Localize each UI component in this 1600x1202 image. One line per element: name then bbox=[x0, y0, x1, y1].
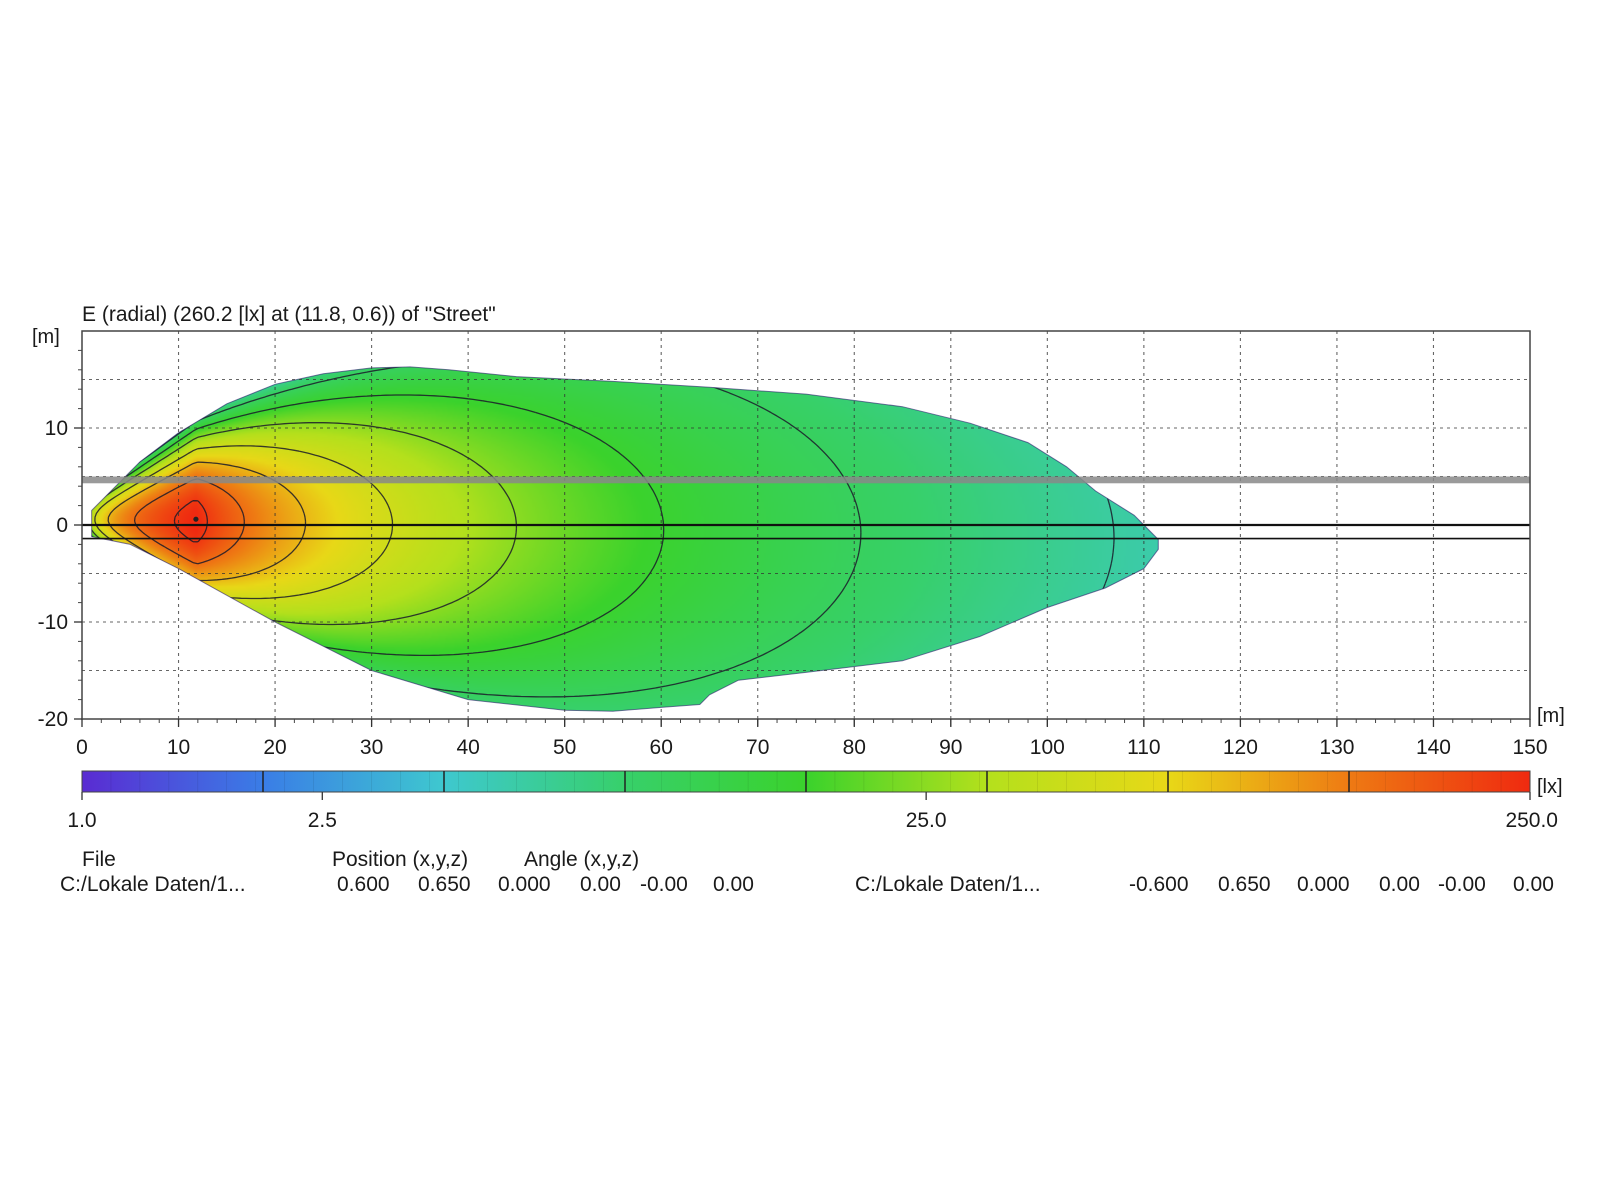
x-tick-label: 50 bbox=[553, 736, 576, 759]
x-tick-label: 40 bbox=[456, 736, 479, 759]
y-tick-label: 0 bbox=[56, 514, 68, 537]
luminaire-1-pos-x: 0.600 bbox=[337, 873, 390, 896]
luminaire-2-pos-x: -0.600 bbox=[1129, 873, 1189, 896]
x-tick-label: 80 bbox=[843, 736, 866, 759]
x-tick-label: 20 bbox=[263, 736, 286, 759]
max-marker bbox=[193, 516, 199, 522]
colorbar-unit-label: [lx] bbox=[1537, 776, 1563, 798]
luminaire-1-angle-y: -0.00 bbox=[640, 873, 688, 896]
y-tick-label: -20 bbox=[38, 708, 68, 731]
x-tick-label: 140 bbox=[1416, 736, 1451, 759]
x-tick-label: 100 bbox=[1030, 736, 1065, 759]
x-axis-ticks: 0 10 20 30 40 50 60 70 80 90 100 110 120 130 140 150 bbox=[76, 719, 1548, 759]
x-tick-label: 30 bbox=[360, 736, 383, 759]
x-tick-label: 90 bbox=[939, 736, 962, 759]
luminaire-2-pos-z: 0.000 bbox=[1297, 873, 1350, 896]
luminaire-2-angle-x: 0.00 bbox=[1379, 873, 1420, 896]
position-header: Position (x,y,z) bbox=[332, 848, 469, 871]
luminaire-1-file: C:/Lokale Daten/1... bbox=[60, 873, 246, 896]
x-tick-label: 10 bbox=[167, 736, 190, 759]
x-tick-label: 120 bbox=[1223, 736, 1258, 759]
angle-header: Angle (x,y,z) bbox=[524, 848, 640, 871]
luminaire-2-file: C:/Lokale Daten/1... bbox=[855, 873, 1041, 896]
x-tick-label: 110 bbox=[1127, 736, 1160, 759]
file-header: File bbox=[82, 848, 116, 871]
road-edge-upper bbox=[82, 476, 1530, 484]
luminaire-1-pos-y: 0.650 bbox=[418, 873, 471, 896]
luminaire-2-pos-y: 0.650 bbox=[1218, 873, 1271, 896]
x-tick-label: 130 bbox=[1319, 736, 1354, 759]
x-tick-label: 70 bbox=[746, 736, 769, 759]
luminaire-1-pos-z: 0.000 bbox=[498, 873, 551, 896]
street-lines bbox=[82, 476, 1530, 540]
y-tick-label: -10 bbox=[38, 611, 68, 634]
colorbar bbox=[81, 770, 1531, 793]
x-tick-label: 0 bbox=[76, 736, 88, 759]
y-axis-ticks: 10 0 -10 -20 bbox=[38, 417, 82, 731]
x-tick-label: 150 bbox=[1512, 736, 1547, 759]
colorbar-tick-label: 25.0 bbox=[906, 809, 947, 832]
luminaire-2-angle-y: -0.00 bbox=[1438, 873, 1486, 896]
colorbar-labels: 1.0 2.5 25.0 250.0 bbox=[67, 792, 1558, 832]
luminaire-2-angle-z: 0.00 bbox=[1513, 873, 1554, 896]
chart-title: E (radial) (260.2 [lx] at (11.8, 0.6)) o… bbox=[82, 303, 496, 326]
colorbar-tick-label: 1.0 bbox=[67, 809, 96, 832]
illuminance-boundary bbox=[91, 366, 1159, 712]
colorbar-tick-label: 250.0 bbox=[1505, 809, 1558, 832]
colorbar-tick-label: 2.5 bbox=[308, 809, 337, 832]
y-tick-label: 10 bbox=[45, 417, 68, 440]
luminaire-1-angle-x: 0.00 bbox=[580, 873, 621, 896]
x-tick-label: 60 bbox=[650, 736, 673, 759]
y-unit-label: [m] bbox=[32, 326, 60, 348]
x-unit-label: [m] bbox=[1537, 705, 1565, 727]
luminaire-1-angle-z: 0.00 bbox=[713, 873, 754, 896]
